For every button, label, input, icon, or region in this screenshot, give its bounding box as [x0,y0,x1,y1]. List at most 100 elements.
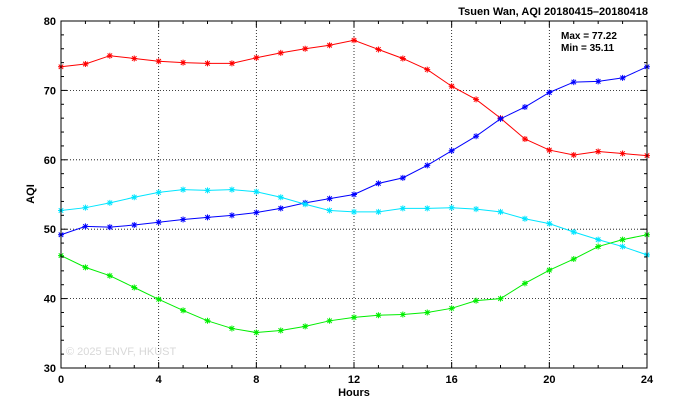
data-point [302,45,309,52]
data-point [619,74,626,81]
data-point [497,115,504,122]
data-point [473,96,480,103]
data-point [351,37,357,44]
y-tick-label: 80 [44,16,56,28]
data-point [424,309,431,316]
data-point [497,295,504,302]
data-point [302,323,309,330]
data-point [302,201,309,208]
chart-title: Tsuen Wan, AQI 20180415–20180418 [458,6,648,18]
x-tick-label: 0 [58,374,64,386]
data-point [521,215,528,222]
data-point [155,219,162,226]
data-point [155,189,162,196]
data-point [131,222,138,229]
grid-lines [61,21,647,368]
data-point [546,267,553,274]
data-point [82,61,89,68]
data-point [351,191,357,198]
data-point [399,174,406,181]
data-point [424,66,431,73]
y-axis-label: AQI [25,184,37,204]
data-point [131,55,138,62]
data-point [399,311,406,318]
series-layer [58,37,650,336]
data-point [253,329,260,336]
data-point [375,46,382,53]
data-point [253,209,260,216]
x-tick-label: 16 [446,374,458,386]
data-point [595,148,602,155]
data-point [228,60,235,67]
data-point [521,280,528,287]
data-point [82,223,89,230]
data-point [82,204,89,211]
data-point [546,89,553,96]
data-point [228,212,235,219]
data-point [106,52,113,59]
data-point [351,314,357,321]
data-point [155,58,162,65]
data-point [570,79,577,86]
data-point [106,272,113,279]
y-tick-label: 40 [44,294,56,306]
x-tick-label: 4 [156,374,163,386]
data-point [546,147,553,154]
data-point [375,208,382,215]
data-point [326,195,333,202]
data-point [131,284,138,291]
data-point [473,297,480,304]
y-tick-label: 70 [44,85,56,97]
data-point [399,205,406,212]
data-point [228,186,235,193]
data-point [204,60,211,67]
data-point [82,264,89,271]
data-point [595,236,602,243]
data-point [570,151,577,158]
data-point [473,206,480,213]
data-point [521,104,528,111]
data-point [424,162,431,169]
data-point [399,55,406,62]
data-point [375,312,382,319]
data-point [106,199,113,206]
annotation-max: Max = 77.22 [561,31,617,42]
data-point [326,317,333,324]
axis-ticks: 0 4 8 12 16 20 24 30 40 50 60 70 80 [44,16,654,386]
data-point [155,296,162,303]
data-point [253,54,260,61]
data-point [326,207,333,214]
data-point [448,305,455,312]
data-point [204,187,211,194]
data-point [277,205,284,212]
data-point [180,59,187,66]
data-point [326,42,333,49]
data-point [473,133,480,140]
data-point [570,256,577,263]
y-tick-label: 30 [44,363,56,375]
data-point [228,325,235,332]
data-point [277,194,284,201]
annotation-min: Min = 35.11 [561,43,615,54]
data-point [277,327,284,334]
data-point [448,83,455,90]
data-point [619,243,626,250]
x-tick-label: 24 [641,374,654,386]
data-point [351,208,357,215]
data-point [497,208,504,215]
data-point [277,49,284,56]
data-point [619,150,626,157]
data-point [424,205,431,212]
y-tick-label: 60 [44,155,56,167]
x-tick-label: 8 [253,374,259,386]
data-point [180,307,187,314]
data-point [180,216,187,223]
x-tick-label: 12 [348,374,360,386]
data-point [619,236,626,243]
x-tick-label: 20 [543,374,555,386]
data-point [204,317,211,324]
data-point [253,188,260,195]
data-point [448,204,455,211]
y-tick-label: 50 [44,224,56,236]
